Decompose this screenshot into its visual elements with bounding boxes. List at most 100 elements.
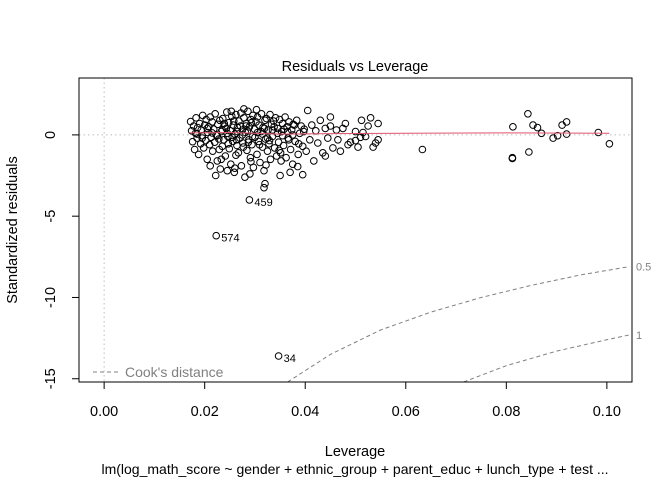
data-point — [274, 352, 283, 360]
data-point — [242, 122, 250, 130]
data-point — [293, 162, 302, 171]
x-axis-label: Leverage — [325, 444, 385, 460]
cooks-contour-2 — [463, 334, 630, 383]
cooks-contour-label: 0.5 — [636, 262, 651, 274]
data-point — [308, 121, 316, 129]
data-point — [324, 134, 332, 142]
data-point — [247, 157, 255, 166]
data-point — [321, 152, 330, 160]
data-point — [214, 120, 222, 129]
data-point — [299, 127, 308, 136]
data-point — [277, 157, 285, 165]
x-tick-label: 0.08 — [492, 404, 520, 420]
data-point — [216, 165, 225, 173]
data-point — [374, 136, 382, 144]
data-point — [215, 145, 224, 154]
cooks-contour-label: 1 — [636, 330, 642, 342]
data-point — [212, 231, 220, 240]
data-point — [208, 147, 217, 155]
data-point — [254, 137, 263, 146]
data-point — [257, 110, 266, 118]
data-point — [326, 113, 335, 121]
data-point — [326, 122, 335, 130]
data-point — [289, 120, 298, 129]
data-point — [298, 170, 307, 179]
data-point — [266, 110, 274, 119]
data-point — [277, 127, 286, 136]
data-point — [284, 136, 293, 144]
data-point — [229, 121, 238, 129]
data-point — [187, 127, 196, 135]
data-points — [186, 105, 614, 360]
data-point — [249, 111, 257, 120]
data-point — [594, 128, 603, 137]
outlier-label: 459 — [254, 197, 272, 209]
data-point — [198, 111, 207, 120]
data-point — [339, 124, 347, 133]
data-point — [203, 124, 211, 133]
data-point — [246, 153, 255, 162]
data-point — [262, 114, 271, 123]
data-point — [553, 131, 562, 140]
chart-title: Residuals vs Leverage — [282, 59, 429, 75]
legend-label: Cook's distance — [125, 364, 224, 380]
data-point — [290, 121, 299, 129]
data-point — [227, 107, 236, 116]
data-point — [298, 142, 307, 151]
data-point — [529, 121, 537, 129]
data-point — [220, 119, 229, 128]
plot-frame — [78, 77, 633, 383]
data-point — [533, 123, 542, 132]
data-point — [255, 140, 264, 149]
outlier-label: 574 — [221, 233, 239, 245]
y-axis: 0 -5 -10 -15 — [43, 131, 80, 389]
data-point — [336, 147, 345, 155]
data-point — [252, 105, 261, 114]
data-point — [204, 123, 213, 131]
data-point — [223, 129, 232, 138]
data-point — [223, 108, 231, 116]
data-point — [356, 133, 365, 142]
data-point — [270, 144, 279, 152]
data-point — [271, 114, 280, 122]
data-point — [265, 140, 273, 148]
data-point — [261, 116, 269, 125]
data-point — [558, 121, 566, 129]
data-point — [359, 128, 367, 137]
data-point — [508, 154, 517, 163]
y-tick-label: -10 — [43, 287, 59, 308]
data-point — [228, 133, 237, 142]
y-tick-label: 0 — [43, 131, 59, 139]
data-point — [198, 134, 206, 142]
data-point — [314, 139, 322, 147]
data-point — [306, 136, 314, 144]
legend: Cook's distance — [93, 364, 224, 380]
data-point — [288, 131, 297, 139]
data-point — [374, 119, 382, 128]
data-point — [366, 114, 375, 122]
data-point — [253, 128, 262, 137]
data-point — [332, 126, 341, 134]
data-point — [275, 146, 283, 155]
data-point — [276, 171, 284, 180]
data-point — [217, 155, 226, 164]
data-point — [295, 129, 304, 138]
y-axis-label: Standardized residuals — [5, 156, 21, 304]
data-point — [232, 151, 240, 159]
cooks-contour-1 — [287, 266, 630, 383]
data-point — [239, 143, 248, 151]
outlier-label: 34 — [284, 353, 296, 365]
data-point — [244, 138, 253, 146]
x-axis: 0.00 0.02 0.04 0.06 0.08 0.10 — [90, 381, 621, 420]
data-point — [211, 110, 219, 118]
data-point — [265, 136, 274, 145]
data-point — [232, 136, 241, 144]
data-point — [236, 122, 245, 130]
data-point — [310, 157, 318, 165]
data-point — [369, 143, 377, 151]
data-point — [227, 160, 235, 168]
data-point — [234, 149, 243, 157]
plot-area: 0.5 1 459 574 34 — [79, 78, 651, 383]
data-point — [238, 131, 247, 139]
